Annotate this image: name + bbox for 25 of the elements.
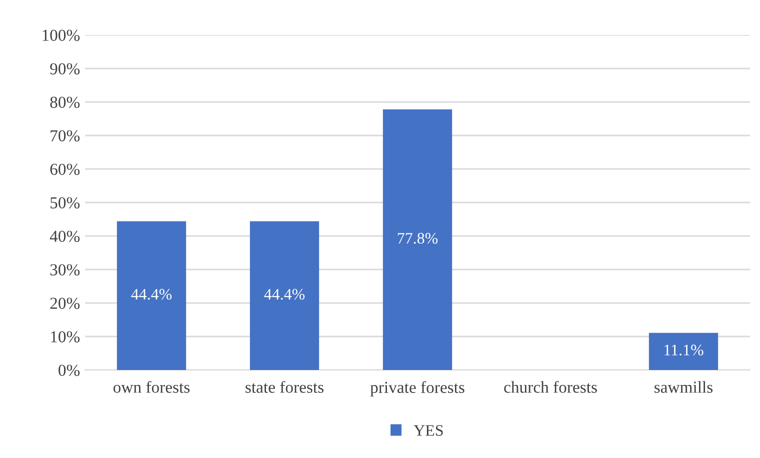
y-tick-label: 30% bbox=[50, 264, 80, 276]
x-tick-label: church forests bbox=[504, 380, 597, 393]
bar bbox=[382, 109, 452, 370]
x-tick-label: private forests bbox=[370, 381, 464, 396]
x-tick-label: own forests bbox=[113, 380, 190, 393]
x-tick-label: state forests bbox=[246, 380, 324, 393]
data-label: 44.4% bbox=[264, 288, 305, 300]
bar bbox=[116, 221, 186, 370]
y-tick-label: 20% bbox=[50, 298, 80, 309]
bar bbox=[648, 332, 718, 370]
y-tick-label: 80% bbox=[50, 96, 80, 108]
y-tick-label: 10% bbox=[51, 331, 80, 342]
y-tick-label: 100% bbox=[42, 30, 80, 41]
y-tick-label: 90% bbox=[50, 63, 80, 74]
legend-label: YES bbox=[414, 425, 443, 436]
data-label: 77.8% bbox=[398, 232, 438, 244]
y-tick-label: 50% bbox=[50, 197, 80, 208]
bar bbox=[250, 221, 320, 370]
y-tick-label: 70% bbox=[50, 130, 80, 142]
y-tick-label: 0% bbox=[58, 364, 80, 376]
data-label: 11.1% bbox=[664, 344, 704, 356]
data-label: 44.4% bbox=[131, 288, 172, 300]
x-tick-label: sawmills bbox=[654, 381, 713, 393]
y-tick-label: 40% bbox=[50, 230, 80, 242]
y-tick-label: 60% bbox=[50, 164, 80, 175]
